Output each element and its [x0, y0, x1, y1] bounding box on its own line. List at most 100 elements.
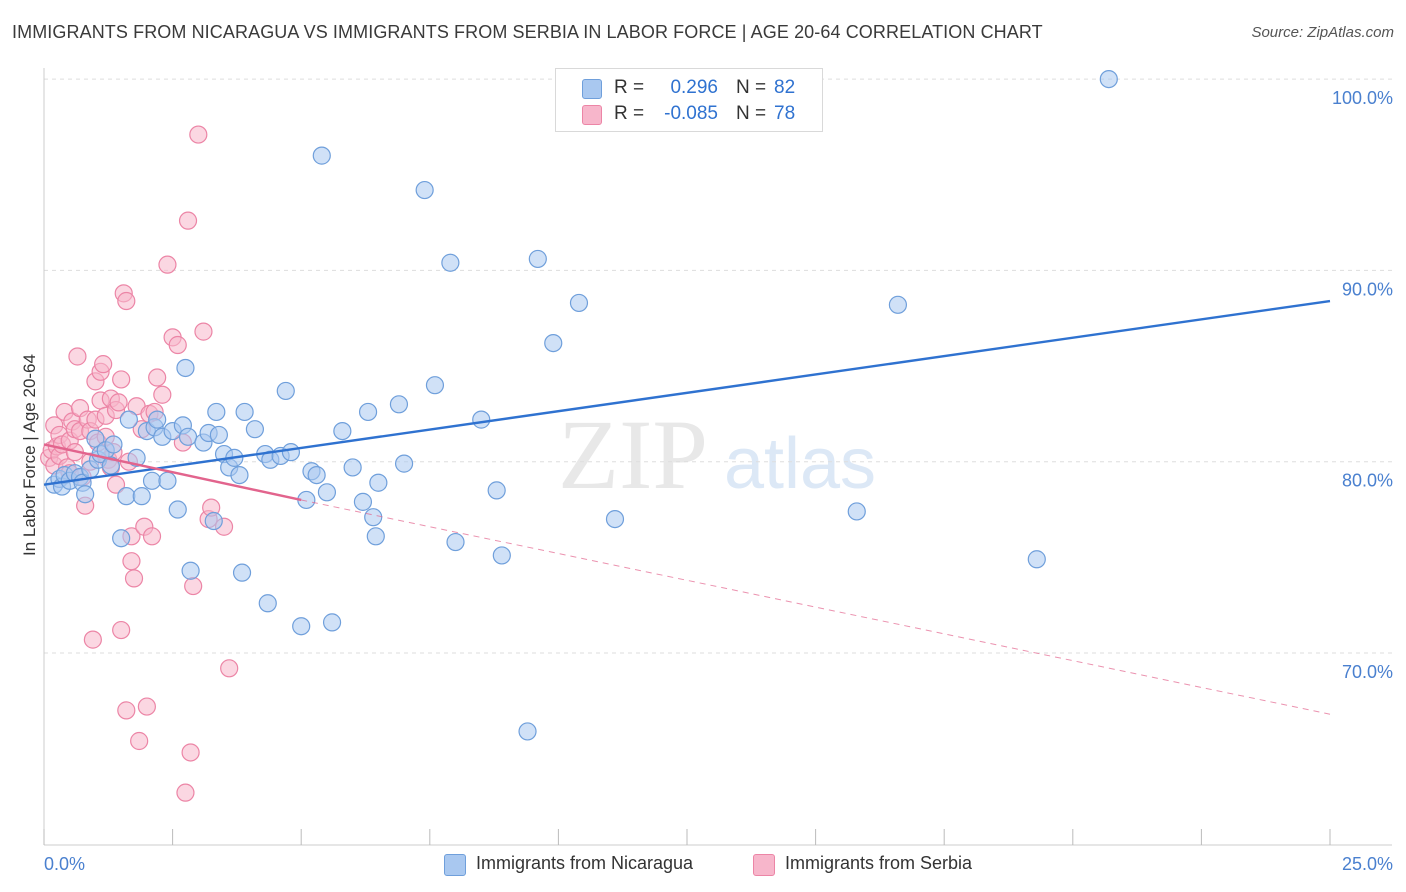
- nicaragua-point: [235, 402, 254, 422]
- legend-r-value: 0.296: [670, 77, 718, 98]
- nicaragua-point: [492, 546, 511, 565]
- y-tick-label: 100.0%: [1332, 88, 1393, 108]
- nicaragua-point: [148, 410, 167, 429]
- serbia-point: [153, 385, 172, 404]
- serbia-point: [122, 552, 141, 571]
- serbia-point: [142, 527, 162, 546]
- nicaragua-point: [119, 410, 138, 429]
- nicaragua-point: [366, 527, 385, 546]
- nicaragua-point: [209, 425, 228, 445]
- serbia-point: [106, 475, 126, 494]
- legend-r-label: R =: [614, 77, 645, 98]
- nicaragua-point: [888, 295, 908, 314]
- serbia-point: [181, 743, 200, 762]
- nicaragua-point: [441, 253, 460, 272]
- bottom-legend-label-serbia: Immigrants from Serbia: [785, 853, 973, 873]
- nicaragua-point: [415, 180, 434, 200]
- y-tick-label: 90.0%: [1342, 279, 1393, 299]
- nicaragua-point: [364, 508, 383, 527]
- watermark-zip: ZIP: [558, 399, 708, 510]
- serbia-point: [117, 701, 136, 720]
- nicaragua-point: [176, 358, 195, 378]
- legend-swatch-nicaragua: [582, 79, 602, 99]
- nicaragua-point: [207, 402, 226, 422]
- serbia-point: [112, 370, 131, 389]
- serbia-point: [117, 291, 136, 311]
- bottom-legend-swatch-serbia: [753, 854, 775, 876]
- serbia-point: [137, 697, 156, 716]
- nicaragua-point: [245, 420, 265, 439]
- legend-n-label: N =: [736, 103, 767, 124]
- nicaragua-point: [112, 529, 131, 548]
- nicaragua-point: [276, 381, 295, 401]
- chart-title: IMMIGRANTS FROM NICARAGUA VS IMMIGRANTS …: [12, 22, 1043, 42]
- legend-n-value: 82: [774, 77, 796, 98]
- nicaragua-point: [353, 492, 373, 511]
- nicaragua-point: [232, 563, 252, 582]
- y-axis-label: In Labor Force | Age 20-64: [20, 354, 39, 556]
- correlation-legend: R = 0.296 N = 82 R = -0.085 N = 78: [555, 68, 823, 132]
- bottom-legend-label-nicaragua: Immigrants from Nicaragua: [476, 853, 694, 873]
- watermark: ZIP atlas: [558, 399, 876, 510]
- serbia-trend-line: [43, 443, 302, 502]
- serbia-point: [94, 355, 113, 374]
- serbia-point: [189, 125, 208, 144]
- y-tick-label: 70.0%: [1342, 662, 1393, 682]
- nicaragua-point: [178, 427, 198, 446]
- nicaragua-point: [132, 487, 151, 506]
- nicaragua-point: [317, 483, 337, 502]
- legend-swatch-serbia: [582, 105, 602, 125]
- nicaragua-trend-line: [43, 299, 1331, 486]
- legend-r-value: -0.085: [664, 103, 718, 124]
- chart-source: Source: ZipAtlas.com: [1251, 24, 1394, 41]
- serbia-point: [158, 255, 177, 274]
- nicaragua-points: [45, 69, 1118, 741]
- trend-lines: [43, 299, 1331, 715]
- nicaragua-point: [158, 471, 177, 490]
- nicaragua-point: [518, 722, 537, 741]
- nicaragua-point: [358, 402, 378, 422]
- nicaragua-point: [1099, 69, 1118, 89]
- nicaragua-point: [472, 410, 491, 429]
- serbia-point: [68, 347, 87, 366]
- serbia-point: [176, 783, 195, 802]
- nicaragua-point: [446, 532, 465, 552]
- nicaragua-point: [142, 471, 162, 490]
- y-tick-label: 80.0%: [1342, 471, 1393, 491]
- nicaragua-point: [847, 502, 866, 521]
- nicaragua-point: [1027, 550, 1046, 569]
- nicaragua-point: [544, 333, 563, 353]
- nicaragua-point: [528, 249, 547, 269]
- nicaragua-point: [389, 395, 409, 414]
- nicaragua-point: [487, 481, 506, 500]
- serbia-point: [112, 620, 131, 640]
- nicaragua-point: [230, 465, 249, 485]
- serbia-point: [194, 322, 213, 341]
- nicaragua-point: [425, 376, 445, 395]
- serbia-point: [124, 569, 144, 588]
- serbia-point: [220, 659, 239, 678]
- legend-n-value: 78: [774, 103, 796, 124]
- serbia-point: [148, 368, 167, 387]
- nicaragua-point: [258, 594, 277, 613]
- nicaragua-point: [394, 454, 414, 473]
- serbia-point: [83, 630, 102, 649]
- nicaragua-point: [104, 435, 123, 454]
- serbia-trend-line-extension: [301, 499, 1331, 715]
- serbia-point: [109, 393, 128, 412]
- nicaragua-point: [605, 509, 625, 529]
- legend-r-label: R =: [614, 103, 645, 124]
- nicaragua-point: [369, 473, 388, 492]
- nicaragua-point: [292, 617, 311, 636]
- watermark-atlas: atlas: [724, 424, 876, 504]
- nicaragua-point: [343, 458, 362, 477]
- nicaragua-point: [307, 465, 326, 485]
- serbia-point: [168, 335, 187, 355]
- nicaragua-point: [76, 485, 95, 504]
- nicaragua-point: [204, 511, 223, 531]
- nicaragua-point: [168, 500, 187, 519]
- nicaragua-point: [281, 443, 301, 462]
- nicaragua-point: [322, 613, 342, 632]
- legend-row-serbia: R = -0.085 N = 78: [556, 101, 822, 127]
